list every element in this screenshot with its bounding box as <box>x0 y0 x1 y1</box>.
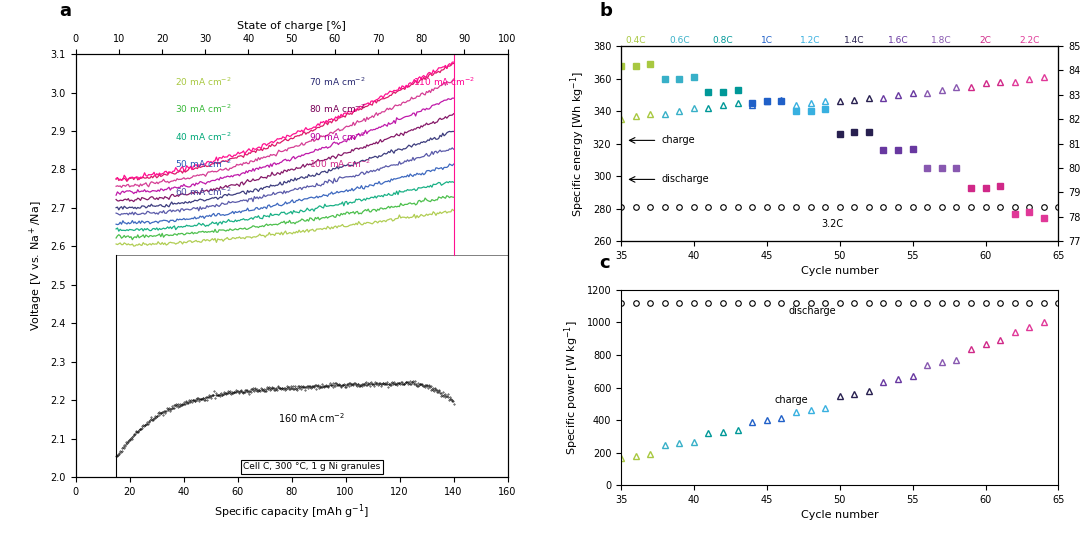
Text: 40 mA cm$^{-2}$: 40 mA cm$^{-2}$ <box>175 130 231 143</box>
Y-axis label: Voltage [V vs. Na$^+$/Na]: Voltage [V vs. Na$^+$/Na] <box>27 201 45 331</box>
Text: 100 mA cm$^{-2}$: 100 mA cm$^{-2}$ <box>309 158 372 170</box>
Text: 60 mA cm$^{-2}$: 60 mA cm$^{-2}$ <box>175 185 231 198</box>
Text: 70 mA cm$^{-2}$: 70 mA cm$^{-2}$ <box>309 75 365 88</box>
Text: b: b <box>599 2 612 20</box>
Text: charge: charge <box>774 395 808 405</box>
Text: a: a <box>59 2 71 20</box>
Text: charge: charge <box>662 136 696 145</box>
Text: 20 mA cm$^{-2}$: 20 mA cm$^{-2}$ <box>175 75 231 88</box>
Text: discharge: discharge <box>788 306 836 315</box>
Y-axis label: Specific power [W kg$^{-1}$]: Specific power [W kg$^{-1}$] <box>563 320 581 455</box>
Y-axis label: Specific energy [Wh kg$^{-1}$]: Specific energy [Wh kg$^{-1}$] <box>569 70 588 217</box>
Text: 50 mA cm$^{-2}$: 50 mA cm$^{-2}$ <box>175 158 231 170</box>
Text: 90 mA cm$^{-2}$: 90 mA cm$^{-2}$ <box>309 130 365 143</box>
Text: 3.2C: 3.2C <box>822 218 843 229</box>
Text: 160 mA cm$^{-2}$: 160 mA cm$^{-2}$ <box>279 411 346 425</box>
X-axis label: State of charge [%]: State of charge [%] <box>238 21 346 31</box>
Text: 30 mA cm$^{-2}$: 30 mA cm$^{-2}$ <box>175 103 231 115</box>
Text: c: c <box>599 254 610 272</box>
X-axis label: Specific capacity [mAh g$^{-1}$]: Specific capacity [mAh g$^{-1}$] <box>214 502 369 521</box>
Text: 80 mA cm$^{-2}$: 80 mA cm$^{-2}$ <box>309 103 365 115</box>
Text: Cell C, 300 °C, 1 g Ni granules: Cell C, 300 °C, 1 g Ni granules <box>243 462 380 472</box>
Text: 110 mA cm$^{-2}$: 110 mA cm$^{-2}$ <box>413 75 475 88</box>
Text: discharge: discharge <box>662 175 710 184</box>
X-axis label: Cycle number: Cycle number <box>801 511 878 520</box>
X-axis label: Cycle number: Cycle number <box>801 267 878 276</box>
